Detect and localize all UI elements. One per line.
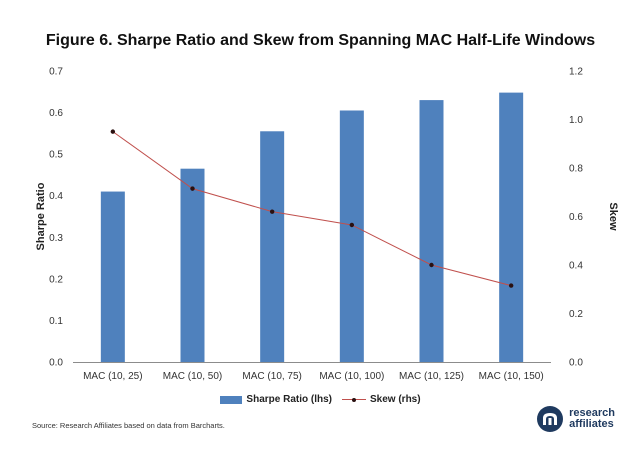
chart-title: Figure 6. Sharpe Ratio and Skew from Spa… <box>45 32 596 49</box>
y-right-tick-label: 1.0 <box>569 115 583 126</box>
y-right-tick-label: 0.6 <box>569 212 583 223</box>
skew-point-3 <box>349 222 355 228</box>
legend-label-sharpe: Sharpe Ratio (lhs) <box>246 394 332 405</box>
brand-text: research affiliates <box>569 408 615 430</box>
y-right-tick-label: 0.4 <box>569 261 583 272</box>
y-left-tick-label: 0.4 <box>49 191 63 202</box>
x-category-label: MAC (10, 150) <box>479 371 544 382</box>
x-category-label: MAC (10, 25) <box>83 371 142 382</box>
bar-sharpe-0 <box>100 191 125 362</box>
source-note: Source: Research Affiliates based on dat… <box>32 421 225 430</box>
legend-item-skew: Skew (rhs) <box>342 394 421 405</box>
brand-line-1: research <box>569 407 615 419</box>
brand-line-2: affiliates <box>569 418 614 430</box>
y-left-tick-label: 0.3 <box>49 233 63 244</box>
legend-line-swatch <box>342 396 366 404</box>
bar-sharpe-5 <box>499 92 524 363</box>
bar-sharpe-2 <box>260 131 285 362</box>
y-right-tick-label: 1.2 <box>569 67 583 78</box>
skew-line <box>112 131 512 287</box>
y-left-tick-label: 0.6 <box>49 108 63 119</box>
y-left-tick-label: 0.1 <box>49 316 63 327</box>
legend-bar-swatch <box>220 395 243 404</box>
y-right-axis-title: Skew <box>607 202 619 231</box>
x-category-label: MAC (10, 50) <box>163 371 222 382</box>
y-left-tick-label: 0.0 <box>49 358 63 369</box>
skew-point-1 <box>190 186 195 191</box>
y-left-tick-label: 0.5 <box>49 150 63 161</box>
y-right-tick-label: 0.2 <box>569 309 583 320</box>
brand-mark-icon <box>537 406 564 432</box>
skew-point-4 <box>429 262 434 268</box>
y-left-tick-label: 0.7 <box>49 67 63 78</box>
x-category-label: MAC (10, 125) <box>399 371 464 382</box>
skew-point-5 <box>508 283 514 288</box>
y-right-tick-label: 0.8 <box>569 164 583 175</box>
bar-sharpe-4 <box>419 100 444 362</box>
bar-sharpe-1 <box>180 168 205 362</box>
legend-label-skew: Skew (rhs) <box>370 394 421 405</box>
x-category-label: MAC (10, 75) <box>242 371 301 382</box>
skew-point-2 <box>269 209 275 214</box>
brand-logo: research affiliates <box>537 406 615 432</box>
legend-item-sharpe: Sharpe Ratio (lhs) <box>220 394 332 405</box>
skew-point-0 <box>110 129 116 134</box>
x-category-label: MAC (10, 100) <box>319 371 384 382</box>
bar-sharpe-3 <box>339 110 364 362</box>
y-left-axis-title: Sharpe Ratio <box>35 182 47 250</box>
y-left-tick-label: 0.2 <box>49 274 63 285</box>
chart-legend: Sharpe Ratio (lhs) Skew (rhs) <box>0 394 641 405</box>
y-right-tick-label: 0.0 <box>569 358 583 369</box>
